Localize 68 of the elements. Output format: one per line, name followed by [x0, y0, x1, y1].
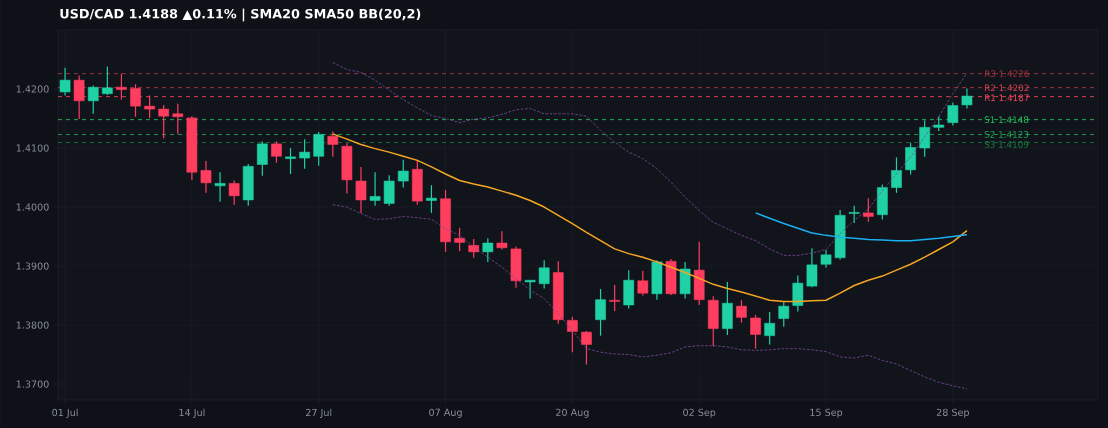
candlestick [581, 330, 592, 366]
x-tick-label: 01 Jul [52, 408, 78, 418]
x-tick-label: 15 Sep [810, 408, 843, 418]
candlestick [750, 314, 761, 350]
line-series [754, 212, 968, 242]
candlestick [397, 159, 409, 189]
ref-line-label: S2 1.4123 [984, 131, 1029, 138]
candlestick [130, 83, 141, 118]
chart-title: USD/CAD 1.4188 ▲0.11% | SMA20 SMA50 BB(20,2) [60, 8, 421, 22]
x-tick-label: 02 Sep [683, 408, 716, 418]
y-tick-label: 1.3700 [16, 380, 49, 388]
candlestick [862, 197, 874, 223]
candlestick [609, 284, 620, 312]
candlestick [299, 138, 310, 170]
candlestick [595, 288, 606, 337]
ref-line-label: S3 1.4109 [984, 141, 1029, 148]
ref-line-label: R3 1.4226 [984, 70, 1029, 77]
candlestick [214, 171, 226, 203]
candlestick [637, 270, 649, 297]
candlestick [496, 230, 508, 251]
x-tick-label: 14 Jul [179, 408, 205, 418]
candlestick [426, 184, 437, 214]
x-tick-label: 28 Sep [936, 408, 969, 418]
candlestick [383, 174, 395, 207]
x-tick-label: 27 Jul [306, 408, 332, 418]
candlestick [101, 65, 113, 96]
x-tick-label: 20 Aug [556, 408, 589, 418]
y-tick-label: 1.4100 [16, 144, 49, 152]
candlestick [947, 101, 959, 127]
candlestick [285, 147, 296, 175]
candlestick [764, 311, 775, 346]
candlestick [905, 142, 916, 176]
candlestick [73, 74, 85, 120]
ref-line-label: R2 1.4202 [984, 84, 1029, 92]
candlestick [567, 316, 578, 353]
candlestick [919, 119, 931, 158]
y-tick-label: 1.3900 [16, 262, 49, 270]
candlestick [158, 104, 170, 140]
candlestick [454, 227, 465, 252]
candlestick [116, 73, 127, 101]
candlestick [961, 87, 973, 110]
ref-line-label: R1 1.4187 [984, 94, 1029, 102]
candlestick [172, 103, 184, 135]
candlestick [778, 301, 790, 328]
x-tick-label: 07 Aug [429, 408, 462, 418]
candlestick [468, 238, 480, 259]
candlestick [355, 166, 367, 214]
candlestick [524, 279, 536, 300]
candlestick [271, 140, 282, 164]
y-tick-label: 1.4000 [16, 203, 49, 211]
candlestick [806, 247, 818, 288]
candlestick [144, 94, 155, 119]
candlestick [59, 67, 71, 97]
ref-line-label: S1 1.4148 [984, 116, 1029, 124]
candlestick [228, 179, 240, 206]
candlestick [257, 140, 268, 177]
candlestick [313, 131, 325, 167]
y-tick-label: 1.3800 [16, 321, 49, 329]
candlestick [327, 130, 339, 158]
candlestick [200, 160, 212, 194]
candlestick [891, 156, 902, 194]
candlestick [482, 237, 494, 263]
candlestick [369, 171, 381, 207]
candlestick [538, 259, 550, 290]
y-tick-label: 1.4200 [16, 85, 49, 93]
candlestick [736, 299, 747, 324]
candlestick [792, 274, 804, 313]
candlestick [87, 84, 99, 115]
